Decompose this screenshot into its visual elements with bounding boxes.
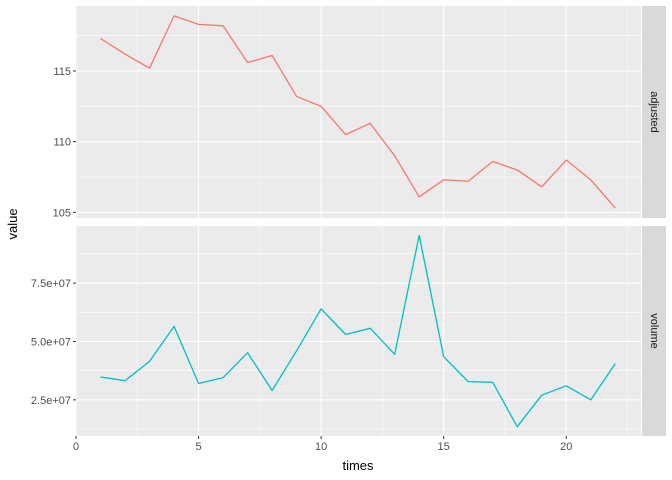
y-tick-label: 105	[53, 207, 71, 219]
series-line-adjusted	[100, 15, 616, 209]
facet-panels: 105 110 115 adjusted 2.5e+07 5.0e+07 7.5e+07 vo…	[31, 6, 666, 436]
y-axis-title: value	[5, 208, 20, 239]
y-tick-label: 2.5e+07	[31, 395, 71, 407]
y-tick-label: 7.5e+07	[31, 278, 71, 290]
y-tick-label: 5.0e+07	[31, 337, 71, 349]
x-axis-title: times	[342, 458, 374, 473]
x-tick-label: 10	[315, 441, 327, 453]
series-line-volume	[100, 234, 616, 428]
x-axis: 0 5 10 15 20	[73, 436, 572, 453]
x-tick-label: 20	[560, 441, 572, 453]
y-tick-label: 110	[53, 137, 71, 149]
panel-background	[76, 6, 641, 218]
x-tick-label: 5	[195, 441, 201, 453]
y-tick-label: 115	[53, 66, 71, 78]
facet-adjusted: 105 110 115 adjusted	[53, 6, 666, 219]
facet-strip-label: volume	[648, 313, 660, 348]
facet-volume: 2.5e+07 5.0e+07 7.5e+07 volume	[31, 226, 666, 436]
x-tick-label: 15	[438, 441, 450, 453]
facet-strip-label: adjusted	[648, 91, 660, 133]
facet-strip	[642, 6, 666, 218]
x-tick-label: 0	[73, 441, 79, 453]
facet-strip	[642, 226, 666, 436]
